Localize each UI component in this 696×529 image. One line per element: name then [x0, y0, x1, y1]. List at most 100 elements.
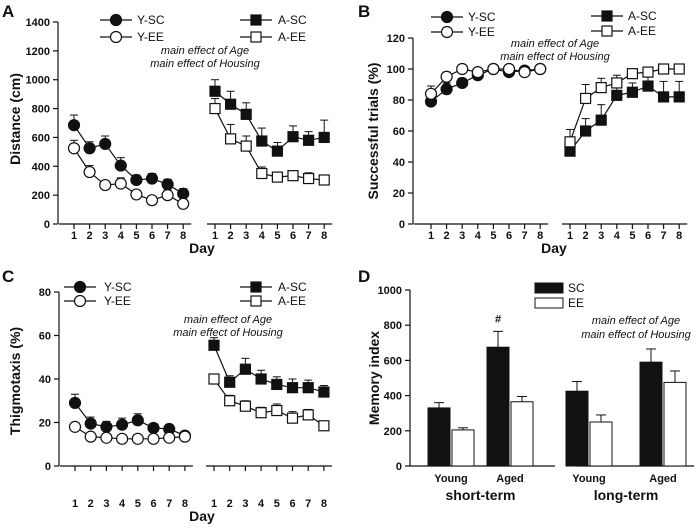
panel-a-point-y-sc — [161, 178, 174, 191]
panel-b-point-a-sc — [611, 89, 623, 101]
panel-c-point-a-sc — [208, 339, 220, 351]
panel-b-y-tick-label: 60 — [393, 126, 405, 138]
panel-c-point-a-sc — [271, 378, 283, 391]
panel-a-point-y-ee — [145, 194, 159, 207]
panel-a-y-tick-label: 800 — [32, 104, 50, 116]
panel-d-bar-ee — [663, 381, 687, 467]
panel-a-y-tick-label: 1200 — [26, 46, 50, 58]
panel-a-point-a-ee — [209, 102, 221, 115]
panel-c-point-y-ee — [131, 432, 144, 445]
legend-marker-a-sc-a — [250, 14, 262, 26]
panel-b-x-tick-label: 4 — [475, 230, 482, 242]
panel-b-point-a-ee — [626, 68, 639, 80]
panel-a-point-a-sc — [225, 98, 237, 110]
panel-a-point-y-ee — [161, 189, 174, 202]
panel-c-x-tick-label: 4 — [119, 498, 126, 510]
y-axis-title-a: Distance (cm) — [7, 73, 23, 165]
panel-b-point-a-ee — [564, 136, 576, 148]
panel-b-point-a-sc — [673, 91, 685, 103]
panel-b-point-a-ee — [579, 92, 592, 105]
panel-c-point-a-ee — [286, 412, 299, 424]
annotation-age-a: main effect of Age — [161, 45, 249, 57]
panel-d-bar-sc — [565, 390, 589, 467]
panel-b-x-tick-label: 7 — [522, 230, 528, 242]
panel-b-point-y-ee — [518, 65, 531, 79]
annotation-age-d: main effect of Age — [592, 315, 680, 327]
panel-b-x-tick-label: 5 — [490, 230, 496, 242]
panel-b-point-y-ee — [487, 62, 500, 76]
panel-b-x-tick-label: 3 — [598, 230, 604, 242]
panel-c-point-a-ee — [224, 395, 236, 407]
legend-label-a-ee-c: A-EE — [278, 294, 306, 308]
panel-b-point-a-sc — [642, 80, 654, 92]
legend-label-y-ee-a: Y-EE — [137, 30, 164, 44]
panel-a-x-tick-label: 5 — [274, 230, 280, 242]
legend-label-a-sc-b: A-SC — [628, 9, 657, 23]
panel-b-point-a-sc — [564, 145, 576, 157]
panel-a-x-tick-label: 1 — [71, 230, 77, 242]
panel-letter-a: A — [2, 2, 14, 21]
legend-label-ee: EE — [568, 296, 584, 310]
panel-b-x-tick-label: 6 — [645, 230, 651, 242]
panel-b-point-a-ee — [673, 63, 685, 75]
legend-label-y-ee-b: Y-EE — [468, 25, 495, 39]
panel-a-point-a-sc — [318, 131, 330, 144]
panel-d-bar-sc — [486, 346, 510, 467]
panel-c-point-y-ee — [100, 431, 113, 444]
panel-a-point-a-ee — [240, 140, 252, 152]
panel-b-point-a-ee — [611, 77, 623, 89]
panel-a-point-a-ee — [318, 174, 330, 186]
panel-d-bar-ee — [510, 401, 534, 467]
panel-b-x-tick-label: 8 — [537, 230, 543, 242]
panel-a-y-tick-label: 0 — [44, 219, 50, 231]
legend-marker-a-sc-c — [250, 281, 262, 293]
legend-label-a-sc-a: A-SC — [278, 13, 307, 27]
panel-b-point-y-ee — [471, 65, 484, 79]
panel-a-x-tick-label: 7 — [165, 230, 171, 242]
legend-marker-y-ee-a — [109, 30, 123, 44]
panel-a-point-y-sc — [177, 187, 190, 200]
legend-swatch-ee — [534, 297, 564, 309]
panel-c-point-a-ee — [318, 420, 330, 432]
panel-c-point-a-sc — [224, 376, 236, 388]
panel-a-point-y-sc — [99, 137, 112, 151]
legend-marker-y-ee-b — [440, 25, 454, 39]
panel-d-y-tick-label: 400 — [384, 391, 402, 403]
panel-b-x-tick-label: 5 — [629, 230, 635, 242]
panel-c-y-tick-label: 40 — [39, 374, 51, 386]
legend-label-y-sc-b: Y-SC — [468, 10, 496, 24]
panel-d-bar-ee — [451, 429, 475, 467]
legend-marker-a-ee-a — [250, 31, 262, 43]
panel-b-x-tick-label: 4 — [614, 230, 621, 242]
panel-b-point-a-sc — [579, 125, 592, 137]
panel-b-y-tick-label: 100 — [387, 64, 405, 76]
panel-d-y-tick-label: 0 — [396, 461, 402, 473]
panel-c-point-y-ee — [84, 430, 97, 443]
legend-marker-a-ee-b — [601, 25, 613, 37]
panel-c-x-tick-label: 8 — [182, 498, 188, 510]
panel-b-point-a-sc — [595, 114, 607, 126]
panel-a-point-a-sc — [256, 135, 268, 147]
annotation-age-b: main effect of Age — [511, 38, 599, 50]
panel-c-x-tick-label: 7 — [305, 498, 311, 510]
legend-swatch-sc — [534, 282, 564, 294]
panel-c-point-a-ee — [271, 404, 283, 417]
panel-a-x-tick-label: 2 — [228, 230, 234, 242]
panel-d-bar-sc — [427, 407, 451, 467]
panel-d-bar-ee — [589, 421, 613, 467]
panel-c-x-tick-label: 5 — [135, 498, 141, 510]
panel-b-x-tick-label: 3 — [459, 230, 465, 242]
legend-label-y-sc-a: Y-SC — [137, 13, 165, 27]
panel-b-y-tick-label: 40 — [393, 157, 405, 169]
panel-a-point-a-sc — [209, 85, 221, 97]
panel-a-point-a-ee — [303, 172, 315, 185]
panel-c-point-y-sc — [68, 396, 82, 410]
panel-b-point-y-sc — [440, 83, 453, 96]
panel-d-bar-sc — [639, 361, 663, 467]
panel-c-point-y-sc — [84, 417, 97, 430]
panel-a-y-tick-label: 1000 — [26, 75, 50, 87]
panel-d-y-tick-label: 1000 — [378, 285, 402, 297]
panel-a-point-a-ee — [287, 170, 299, 182]
